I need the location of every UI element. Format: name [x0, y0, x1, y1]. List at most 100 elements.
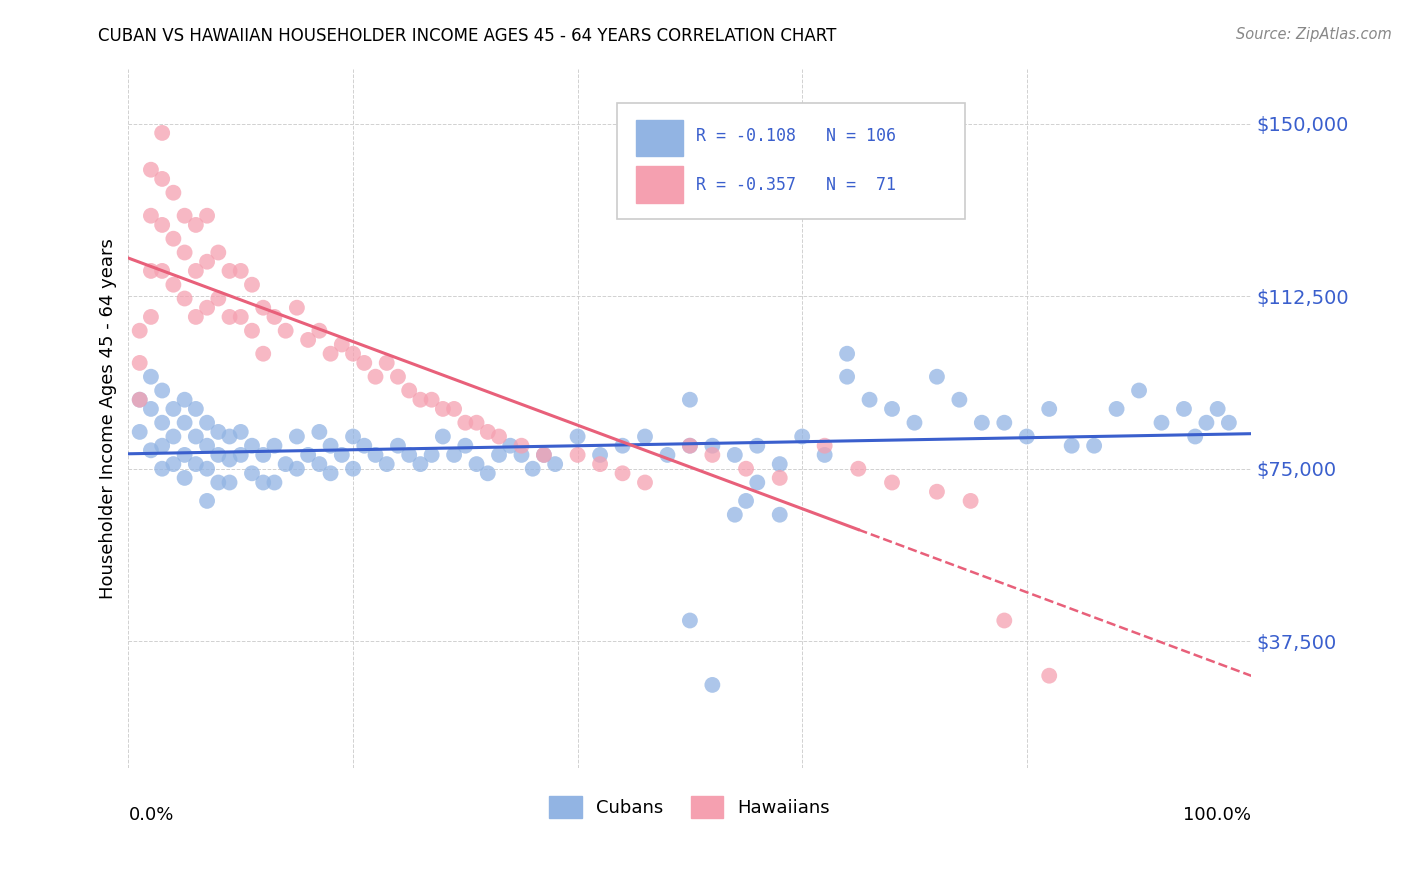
- Point: [409, 457, 432, 471]
- Point: [139, 443, 162, 458]
- Point: [499, 439, 522, 453]
- Text: CUBAN VS HAWAIIAN HOUSEHOLDER INCOME AGES 45 - 64 YEARS CORRELATION CHART: CUBAN VS HAWAIIAN HOUSEHOLDER INCOME AGE…: [98, 27, 837, 45]
- Point: [443, 401, 465, 416]
- Point: [218, 475, 240, 490]
- Y-axis label: Householder Income Ages 45 - 64 years: Householder Income Ages 45 - 64 years: [100, 237, 117, 599]
- Point: [1184, 429, 1206, 443]
- Point: [634, 475, 657, 490]
- Point: [195, 209, 218, 223]
- Point: [1150, 416, 1173, 430]
- Point: [353, 439, 375, 453]
- Point: [443, 448, 465, 462]
- Point: [1128, 384, 1150, 398]
- Point: [195, 461, 218, 475]
- Point: [477, 467, 499, 481]
- Point: [612, 467, 634, 481]
- Point: [835, 347, 858, 361]
- Point: [173, 292, 195, 306]
- Point: [184, 218, 207, 232]
- Point: [285, 301, 308, 315]
- Point: [139, 310, 162, 324]
- Point: [173, 471, 195, 485]
- Point: [589, 457, 612, 471]
- Point: [207, 475, 229, 490]
- Point: [735, 461, 758, 475]
- Point: [128, 425, 150, 439]
- Point: [432, 429, 454, 443]
- Point: [735, 494, 758, 508]
- Point: [150, 126, 173, 140]
- Point: [465, 457, 488, 471]
- Point: [1015, 429, 1038, 443]
- Point: [567, 429, 589, 443]
- Bar: [636, 167, 683, 202]
- Point: [1218, 416, 1240, 430]
- Point: [319, 467, 342, 481]
- Point: [173, 245, 195, 260]
- Point: [488, 429, 510, 443]
- Point: [702, 448, 724, 462]
- Point: [454, 439, 477, 453]
- Point: [880, 475, 903, 490]
- Point: [925, 369, 948, 384]
- Point: [128, 392, 150, 407]
- Point: [308, 324, 330, 338]
- Point: [353, 356, 375, 370]
- Point: [195, 439, 218, 453]
- Point: [903, 416, 925, 430]
- Point: [544, 457, 567, 471]
- Point: [398, 384, 420, 398]
- Point: [218, 452, 240, 467]
- Point: [454, 416, 477, 430]
- Point: [880, 401, 903, 416]
- Point: [139, 401, 162, 416]
- Point: [252, 301, 274, 315]
- Point: [993, 614, 1015, 628]
- Point: [330, 337, 353, 351]
- Point: [724, 448, 747, 462]
- Point: [150, 416, 173, 430]
- Point: [274, 324, 297, 338]
- Point: [522, 461, 544, 475]
- Point: [252, 347, 274, 361]
- Point: [1038, 401, 1060, 416]
- Point: [657, 448, 679, 462]
- Point: [835, 369, 858, 384]
- Point: [814, 439, 837, 453]
- Point: [769, 508, 792, 522]
- Point: [342, 461, 364, 475]
- Point: [792, 429, 814, 443]
- Point: [162, 429, 184, 443]
- Point: [229, 310, 252, 324]
- Point: [1060, 439, 1083, 453]
- Point: [1173, 401, 1195, 416]
- Point: [297, 448, 319, 462]
- Point: [846, 461, 869, 475]
- Point: [150, 461, 173, 475]
- Point: [139, 162, 162, 177]
- Point: [150, 172, 173, 186]
- Point: [702, 678, 724, 692]
- Point: [207, 425, 229, 439]
- Point: [747, 439, 769, 453]
- Point: [184, 457, 207, 471]
- Point: [747, 475, 769, 490]
- Point: [229, 448, 252, 462]
- Point: [959, 494, 981, 508]
- Point: [679, 614, 702, 628]
- Point: [229, 425, 252, 439]
- Point: [364, 448, 387, 462]
- Point: [1038, 669, 1060, 683]
- Point: [420, 392, 443, 407]
- Point: [925, 484, 948, 499]
- Point: [128, 324, 150, 338]
- Point: [195, 301, 218, 315]
- Point: [139, 264, 162, 278]
- Point: [948, 392, 970, 407]
- Point: [533, 448, 555, 462]
- Point: [263, 475, 285, 490]
- Point: [263, 310, 285, 324]
- Point: [229, 264, 252, 278]
- Point: [162, 232, 184, 246]
- Point: [128, 392, 150, 407]
